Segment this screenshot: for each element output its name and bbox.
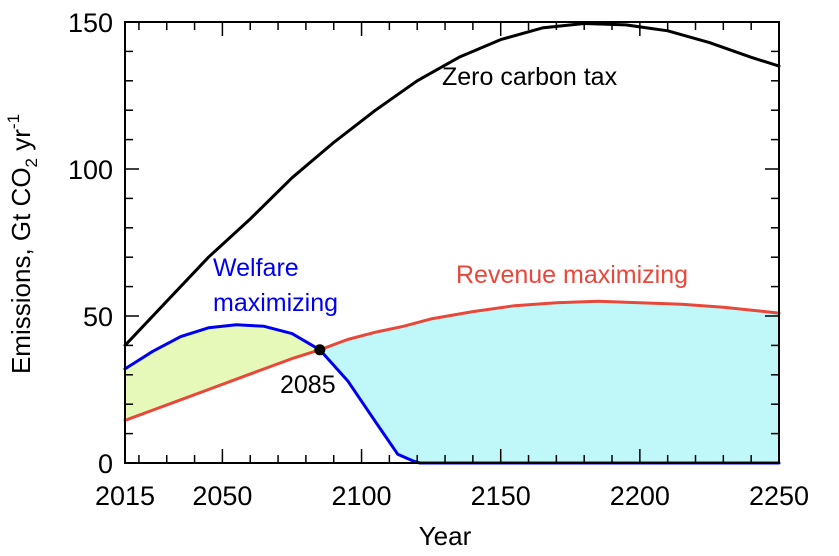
x-tick-label: 2150: [471, 481, 531, 511]
x-tick-label: 2015: [95, 481, 155, 511]
x-tick-label: 2250: [749, 481, 809, 511]
annotation-welfare-line1: Welfare: [213, 254, 299, 282]
fill-area-0: [125, 324, 320, 421]
x-tick-label: 2050: [192, 481, 252, 511]
y-tick-label: 150: [68, 8, 113, 38]
series-line-zero-carbon-tax: [123, 22, 781, 347]
y-axis-title-unit: yr: [6, 129, 36, 158]
y-tick-label: 50: [83, 302, 113, 332]
annotation-zero-carbon-tax: Zero carbon tax: [442, 63, 618, 91]
y-tick-label: 0: [98, 449, 113, 479]
y-axis-title: Emissions, Gt CO2 yr-1: [4, 114, 41, 374]
annotation-welfare-line2: maximizing: [213, 289, 338, 317]
y-tick-label: 100: [68, 155, 113, 185]
series-line-revenue-maximizing: [123, 299, 781, 422]
tick-labels: 2015 2050 2100 2150 2200 2250 0 50 100 150: [68, 8, 809, 511]
plot-frame: [124, 21, 780, 464]
crossing-point-label: 2085: [280, 371, 336, 399]
x-tick-label: 2200: [610, 481, 670, 511]
x-tick-label: 2100: [332, 481, 392, 511]
y-axis-title-superscript: -1: [4, 114, 23, 129]
x-axis-title: Year: [419, 521, 472, 551]
fill-area-1: [319, 301, 779, 463]
crossing-point-marker: [314, 344, 326, 356]
annotation-revenue-maximizing: Revenue maximizing: [456, 261, 688, 289]
y-axis-title-subscript: 2: [22, 158, 41, 167]
axis-ticks: [125, 21, 780, 464]
fill-areas: [125, 301, 779, 463]
plot-border: [124, 21, 780, 464]
